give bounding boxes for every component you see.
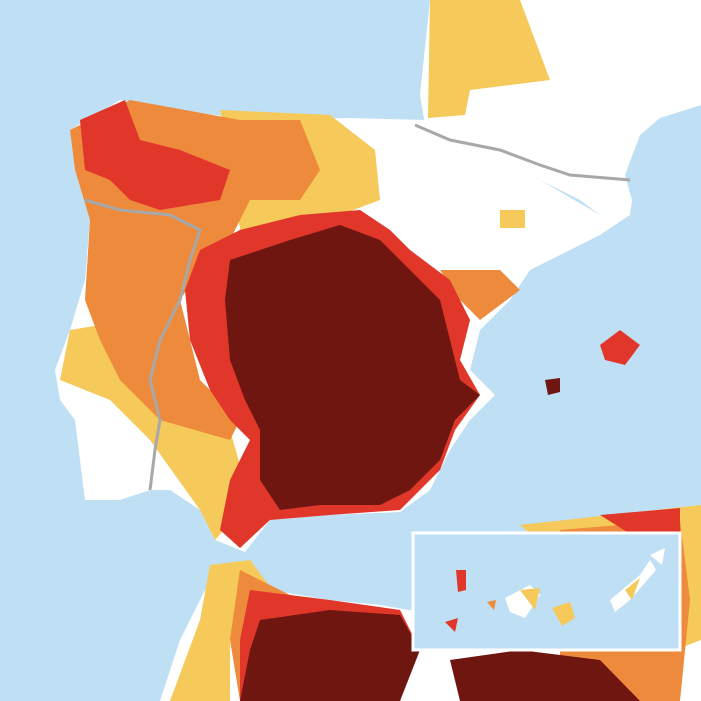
border [84, 198, 202, 491]
inset [411, 531, 682, 652]
border [414, 123, 631, 182]
heat-dark-red [225, 225, 640, 701]
